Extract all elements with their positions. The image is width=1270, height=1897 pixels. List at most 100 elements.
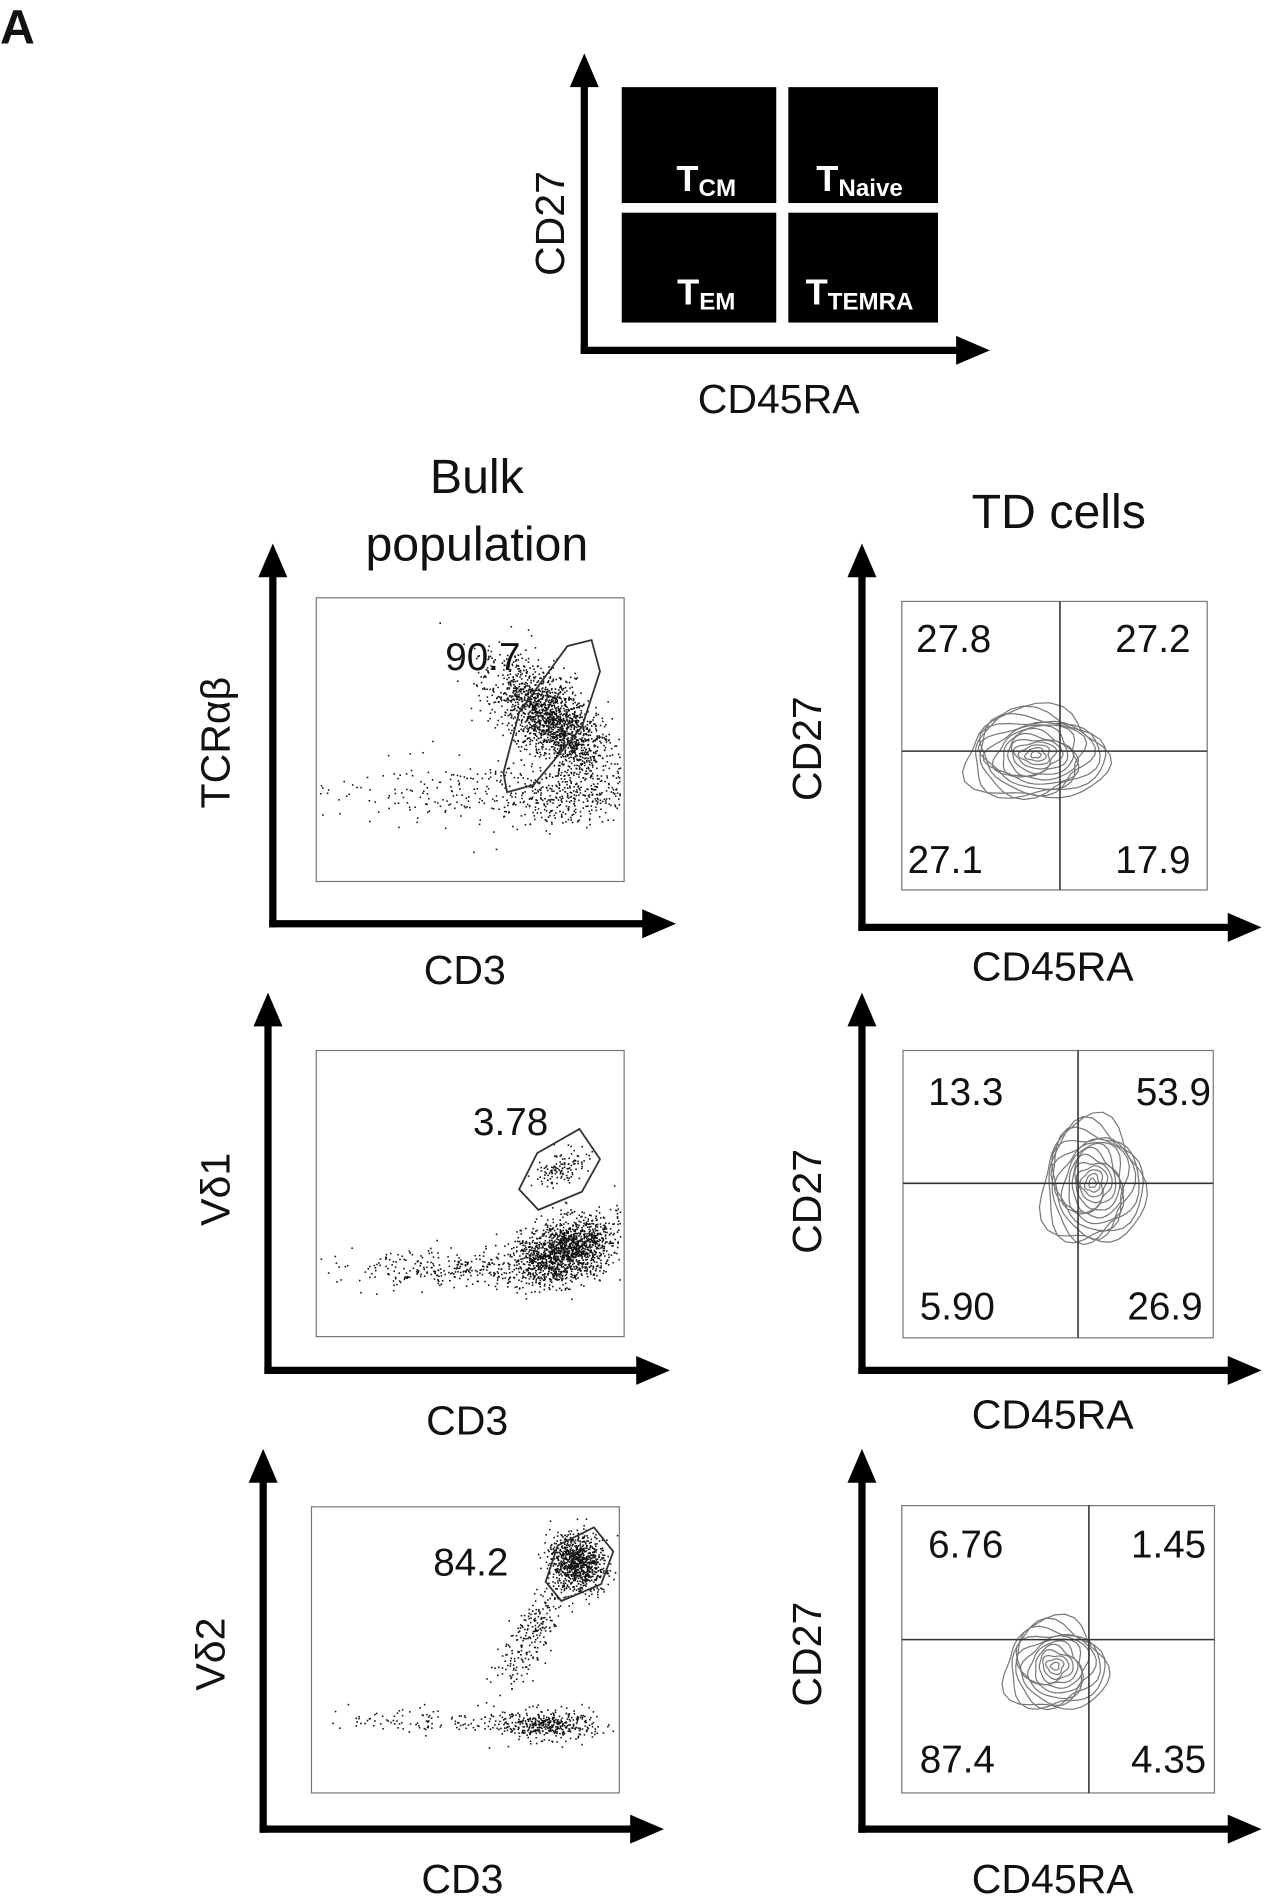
- event-dot: [530, 726, 532, 729]
- arrow: [569, 53, 599, 88]
- event-dot: [577, 1539, 579, 1542]
- event-dot: [551, 809, 554, 812]
- event-dot: [590, 774, 593, 777]
- event-dot: [584, 1547, 586, 1550]
- event-dot: [577, 1271, 579, 1274]
- event-dot: [580, 1235, 582, 1238]
- event-dot: [596, 794, 599, 796]
- event-dot: [582, 734, 585, 737]
- event-dot: [568, 806, 570, 808]
- event-dot: [573, 1262, 576, 1265]
- event-dot: [415, 1270, 418, 1273]
- event-dot: [596, 1255, 598, 1258]
- event-dot: [572, 1241, 575, 1243]
- event-dot: [554, 1257, 557, 1260]
- event-dot: [542, 696, 544, 699]
- event-dot: [556, 1570, 559, 1573]
- event-dot: [535, 707, 538, 710]
- event-dot: [534, 1250, 537, 1252]
- event-dot: [513, 705, 516, 708]
- event-dot: [577, 1564, 580, 1567]
- event-dot: [596, 1558, 599, 1560]
- event-dot: [569, 791, 572, 794]
- event-dot: [551, 1261, 553, 1264]
- event-dot: [465, 1285, 468, 1288]
- event-dot: [596, 1587, 599, 1590]
- event-dot: [579, 763, 582, 765]
- quadrant-box: [621, 87, 777, 204]
- event-dot: [537, 802, 539, 804]
- quadrant-value: 27.2: [1115, 618, 1190, 661]
- event-dot: [484, 688, 486, 691]
- event-dot: [403, 1278, 406, 1281]
- event-dot: [511, 695, 514, 697]
- event-dot: [549, 795, 551, 797]
- event-dot: [541, 1274, 544, 1276]
- event-dot: [544, 686, 547, 689]
- event-dot: [568, 1246, 570, 1248]
- event-dot: [599, 1239, 602, 1242]
- event-dot: [592, 740, 595, 743]
- event-dot: [591, 755, 594, 758]
- event-dot: [543, 804, 546, 807]
- event-dot: [534, 1272, 537, 1274]
- event-dot: [578, 1554, 580, 1556]
- event-dot: [544, 1266, 547, 1268]
- event-dot: [387, 1273, 389, 1275]
- event-dot: [619, 1211, 622, 1214]
- event-dot: [546, 1228, 548, 1231]
- event-dot: [581, 760, 584, 762]
- event-dot: [571, 692, 574, 695]
- event-dot: [504, 774, 507, 777]
- event-dot: [551, 1175, 553, 1178]
- arrow: [642, 909, 677, 939]
- event-dot: [576, 743, 579, 745]
- event-dot: [487, 1284, 490, 1287]
- event-dot: [548, 811, 551, 814]
- event-dot: [547, 816, 550, 818]
- event-dot: [584, 779, 586, 781]
- event-dot: [520, 1260, 523, 1263]
- event-dot: [560, 813, 563, 816]
- event-dot: [453, 1267, 456, 1270]
- event-dot: [523, 1263, 526, 1266]
- event-dot: [514, 716, 516, 719]
- event-dot: [592, 1223, 595, 1225]
- event-dot: [530, 679, 532, 682]
- event-dot: [497, 1253, 500, 1255]
- event-dot: [577, 1263, 579, 1265]
- event-dot: [570, 772, 573, 775]
- event-dot: [570, 1209, 572, 1211]
- event-dot: [473, 788, 476, 791]
- event-dot: [558, 1268, 561, 1271]
- event-dot: [589, 1244, 591, 1247]
- event-dot: [581, 1228, 584, 1231]
- event-dot: [479, 709, 482, 712]
- event-dot: [567, 708, 569, 711]
- event-dot: [538, 1247, 541, 1249]
- event-dot: [572, 1225, 574, 1227]
- event-dot: [562, 730, 565, 732]
- event-dot: [582, 1548, 584, 1550]
- event-dot: [582, 1259, 585, 1262]
- event-dot: [587, 1220, 590, 1222]
- event-dot: [577, 1583, 580, 1585]
- event-dot: [554, 719, 557, 721]
- event-dot: [527, 1252, 529, 1255]
- event-dot: [564, 749, 567, 751]
- event-dot: [561, 761, 564, 763]
- event-dot: [556, 1535, 559, 1537]
- event-dot: [456, 1266, 458, 1269]
- event-dot: [541, 748, 544, 750]
- event-dot: [535, 721, 538, 724]
- event-dot: [542, 1270, 544, 1272]
- event-dot: [523, 1271, 525, 1274]
- event-dot: [581, 1244, 583, 1247]
- event-dot: [379, 1264, 381, 1267]
- event-dot: [520, 759, 523, 761]
- event-dot: [508, 1268, 510, 1270]
- event-dot: [581, 1266, 584, 1269]
- event-dot: [525, 669, 528, 671]
- event-dot: [579, 792, 582, 794]
- event-dot: [590, 1576, 592, 1579]
